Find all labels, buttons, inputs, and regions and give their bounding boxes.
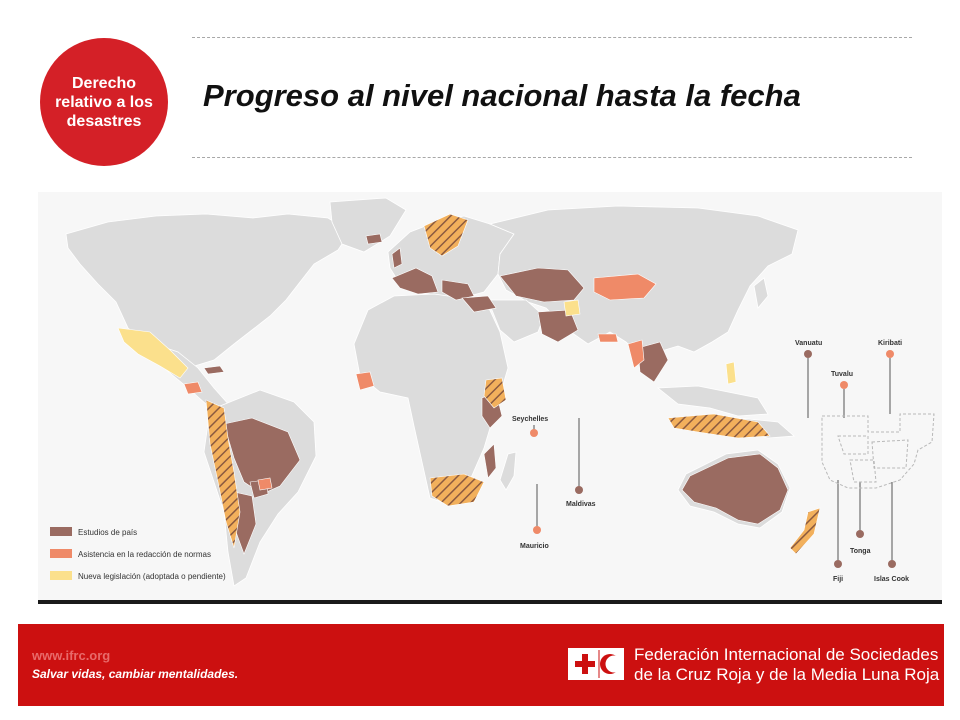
region-hatched-southern-africa <box>429 473 485 507</box>
region-assistance-myanmar <box>627 339 645 369</box>
land-greenland <box>329 197 407 253</box>
region-country-study-uk <box>391 247 403 269</box>
marker-maldivas <box>575 486 583 494</box>
legend-swatch-assistance <box>50 549 72 558</box>
marker-fiji <box>834 560 842 568</box>
label-kiribati: Kiribati <box>878 340 902 347</box>
label-mauricio: Mauricio <box>520 543 549 550</box>
organization-name: Federación Internacional de Sociedades d… <box>634 645 939 685</box>
marker-kiribati <box>886 350 894 358</box>
region-country-study-turkey <box>461 295 497 313</box>
land-japan <box>753 277 769 309</box>
label-tuvalu: Tuvalu <box>831 371 853 378</box>
island-callouts: Seychelles Maldivas Mauricio Vanuatu Tuv… <box>512 340 909 583</box>
label-seychelles: Seychelles <box>512 416 548 423</box>
region-assistance-west-africa <box>355 371 375 391</box>
region-assistance-nepal <box>597 333 619 343</box>
region-hatched-east-africa <box>483 377 507 409</box>
region-country-study-southeast-asia <box>637 341 669 383</box>
marker-tonga <box>856 530 864 538</box>
region-hatched-new-zealand <box>789 507 821 555</box>
region-country-study-iceland <box>365 233 383 245</box>
organization-name-line2: de la Cruz Roja y de la Media Luna Roja <box>634 665 940 684</box>
legend-label-assistance: Asistencia en la redacción de normas <box>78 550 211 559</box>
marker-islas-cook <box>888 560 896 568</box>
marker-mauricio <box>533 526 541 534</box>
label-islas-cook: Islas Cook <box>874 576 909 583</box>
region-new-law-mexico <box>117 327 189 379</box>
land-southeast-asia-islands <box>656 385 769 417</box>
region-assistance-central-america <box>183 381 203 395</box>
region-country-study-central-asia <box>499 267 585 303</box>
footer-slogan: Salvar vidas, cambiar mentalidades. <box>32 667 239 681</box>
legend-label-new-law: Nueva legislación (adoptada o pendiente) <box>78 572 226 581</box>
label-fiji: Fiji <box>833 576 843 583</box>
region-country-study-europe <box>391 267 439 295</box>
topic-badge: Derecho relativo a los desastres <box>40 38 168 166</box>
pacific-zones <box>821 413 935 489</box>
legend-swatch-country-study <box>50 527 72 536</box>
legend-swatch-new-law <box>50 571 72 580</box>
map-bottom-border <box>38 600 942 604</box>
region-country-study-caribbean <box>203 365 225 375</box>
land-north-america <box>65 213 351 369</box>
region-country-study-mozambique <box>483 443 497 479</box>
topic-badge-text: Derecho relativo a los desastres <box>55 74 153 130</box>
label-vanuatu: Vanuatu <box>795 340 822 347</box>
land-africa <box>353 293 509 505</box>
region-country-study-iran-afghanistan <box>537 309 579 343</box>
footer-url[interactable]: www.ifrc.org <box>32 648 111 663</box>
marker-vanuatu <box>804 350 812 358</box>
region-assistance-mongolia <box>593 273 657 301</box>
red-cross-crescent-logo <box>567 647 625 681</box>
footer-bar: www.ifrc.org Salvar vidas, cambiar menta… <box>18 624 944 706</box>
region-hatched-andes <box>205 399 241 549</box>
region-new-law-central-asia <box>563 299 581 317</box>
region-hatched-scandinavia <box>423 213 469 257</box>
label-maldivas: Maldivas <box>566 501 596 508</box>
marker-seychelles <box>530 429 538 437</box>
region-country-study-australia <box>681 453 789 525</box>
world-map: Seychelles Maldivas Mauricio Vanuatu Tuv… <box>38 192 942 604</box>
divider-bottom <box>192 157 912 158</box>
organization-name-line1: Federación Internacional de Sociedades <box>634 645 939 664</box>
marker-tuvalu <box>840 381 848 389</box>
map-legend: Estudios de país Asistencia en la redacc… <box>50 527 226 581</box>
land-madagascar <box>499 451 517 491</box>
label-tonga: Tonga <box>850 548 871 555</box>
legend-label-country-study: Estudios de país <box>78 528 137 537</box>
slide-title: Progreso al nivel nacional hasta la fech… <box>203 78 801 113</box>
land-arabia <box>487 299 545 343</box>
region-new-law-philippines <box>725 361 737 385</box>
divider-top <box>192 37 912 38</box>
region-hatched-indonesia <box>667 413 771 439</box>
region-assistance-bolivia <box>257 477 273 491</box>
region-country-study-south-america <box>223 417 301 495</box>
